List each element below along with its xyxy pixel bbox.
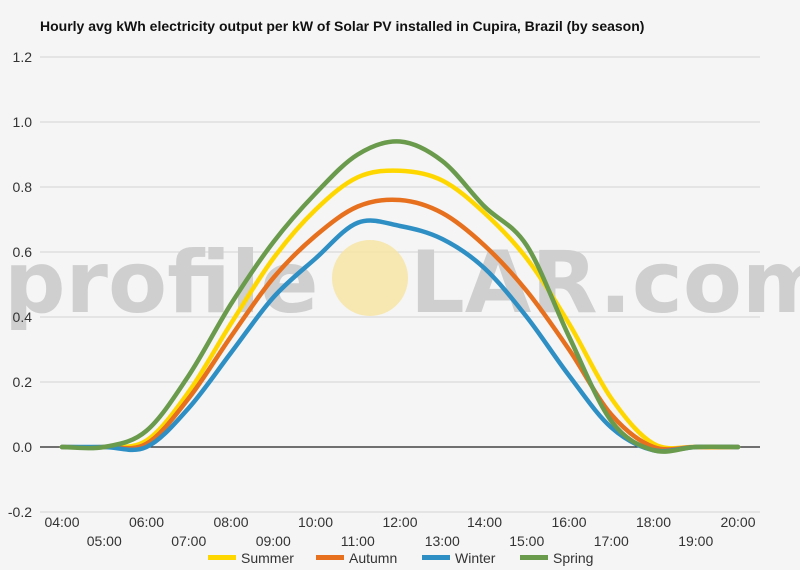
x-tick-label: 19:00 — [678, 533, 713, 549]
x-tick-label: 11:00 — [341, 533, 375, 549]
x-tick-label: 05:00 — [87, 533, 122, 549]
x-tick-label: 15:00 — [509, 533, 544, 549]
legend: Summer Autumn Winter Spring — [208, 550, 593, 566]
series-line-spring — [59, 139, 741, 454]
x-tick-label: 07:00 — [171, 533, 206, 549]
y-tick-label: 0.0 — [13, 439, 33, 455]
legend-item-summer: Summer — [208, 550, 294, 566]
y-tick-label: 0.2 — [13, 374, 33, 390]
legend-swatch — [422, 555, 450, 560]
x-tick-label: 16:00 — [551, 514, 586, 530]
legend-swatch — [208, 555, 236, 560]
watermark-text-right: LAR.com — [410, 233, 800, 333]
series-line-summer — [59, 168, 741, 451]
legend-swatch — [520, 555, 548, 560]
x-tick-label: 04:00 — [44, 514, 79, 530]
x-tick-label: 06:00 — [129, 514, 164, 530]
legend-item-autumn: Autumn — [316, 550, 397, 566]
x-axis-ticks: 04:00 05:00 06:00 07:00 08:00 09:00 10:00 11:00… — [44, 514, 755, 549]
x-tick-label: 18:00 — [636, 514, 671, 530]
series-lines — [59, 139, 741, 454]
y-tick-label: 1.2 — [13, 49, 33, 65]
y-tick-label: -0.2 — [8, 504, 32, 520]
chart-title: Hourly avg kWh electricity output per kW… — [40, 18, 645, 34]
y-axis-ticks: -0.2 0.0 0.2 0.4 0.6 0.8 1.0 1.2 — [8, 49, 32, 520]
legend-swatch — [316, 555, 344, 560]
legend-label: Winter — [455, 550, 496, 566]
x-tick-label: 17:00 — [594, 533, 629, 549]
y-tick-label: 1.0 — [13, 114, 33, 130]
legend-item-winter: Winter — [422, 550, 496, 566]
x-tick-label: 20:00 — [720, 514, 755, 530]
x-tick-label: 10:00 — [298, 514, 333, 530]
legend-label: Summer — [241, 550, 294, 566]
legend-label: Spring — [553, 550, 593, 566]
x-tick-label: 08:00 — [213, 514, 248, 530]
x-tick-label: 13:00 — [425, 533, 460, 549]
x-tick-label: 09:00 — [256, 533, 291, 549]
y-tick-label: 0.8 — [13, 179, 33, 195]
legend-label: Autumn — [349, 550, 397, 566]
series-line-winter — [59, 218, 741, 454]
grid-lines — [40, 56, 760, 513]
watermark: profile LAR.com — [4, 233, 800, 333]
y-tick-label: 0.6 — [13, 244, 33, 260]
x-tick-label: 14:00 — [467, 514, 502, 530]
y-tick-label: 0.4 — [13, 309, 33, 325]
legend-item-spring: Spring — [520, 550, 593, 566]
watermark-sun-icon — [332, 240, 408, 316]
series-line-autumn — [59, 197, 741, 452]
x-tick-label: 12:00 — [382, 514, 417, 530]
